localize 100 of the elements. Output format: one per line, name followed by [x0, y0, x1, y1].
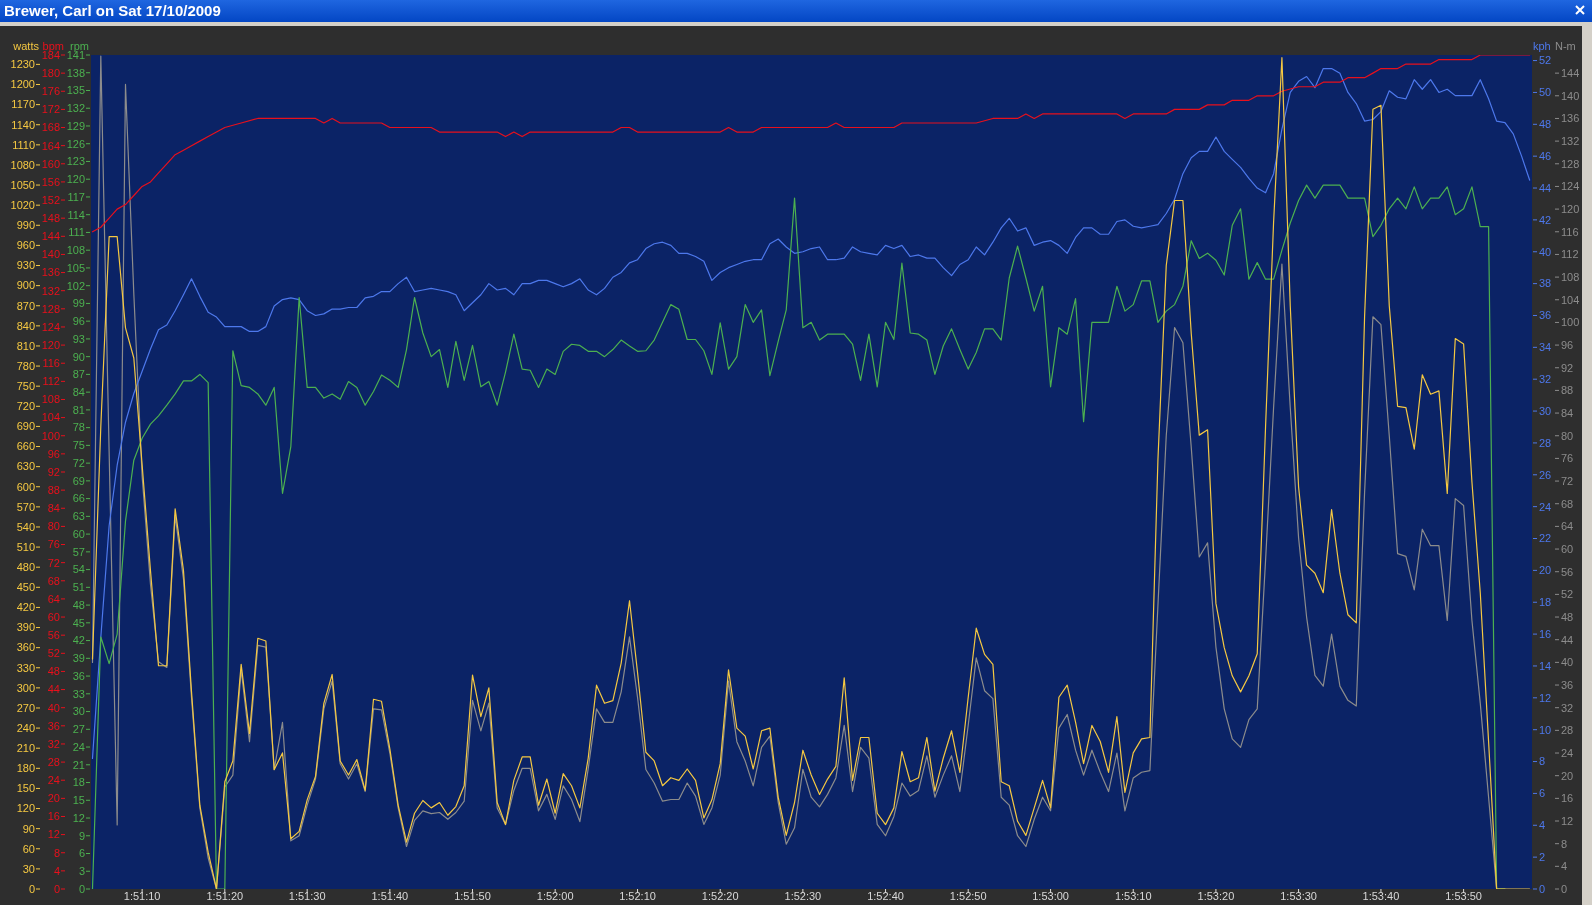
y2-tick-label: 132 — [41, 284, 60, 297]
y-tick-label: 26 — [1539, 468, 1552, 481]
y-tick-label: 150 — [16, 782, 35, 795]
y3-tick-label: 84 — [72, 386, 85, 398]
y-tick-label: 0 — [28, 882, 35, 895]
y2-tick-label: 88 — [1561, 384, 1574, 397]
y-tick-label: 28 — [1539, 436, 1552, 449]
y3-tick-label: 24 — [72, 740, 85, 753]
y-tick-label: 8 — [1539, 755, 1546, 768]
y-tick-label: 34 — [1539, 341, 1552, 354]
x-tick-label: 1:53:50 — [1445, 890, 1482, 902]
y-tick-label: 0 — [1539, 882, 1546, 895]
y3-tick-label: 126 — [66, 137, 85, 150]
y2-tick-label: 68 — [1561, 497, 1574, 510]
y2-tick-label: 16 — [47, 810, 60, 823]
y-tick-label: 30 — [22, 862, 35, 875]
y2-tick-label: 72 — [1561, 474, 1574, 487]
y-tick-label: 1230 — [10, 58, 35, 71]
y2-tick-label: 108 — [41, 393, 60, 406]
y2-tick-label: 12 — [1561, 814, 1574, 827]
y-tick-label: 240 — [16, 721, 35, 734]
x-tick-label: 1:53:30 — [1280, 890, 1317, 902]
y2-tick-label: 136 — [1561, 112, 1580, 125]
y-tick-label: 450 — [16, 581, 35, 594]
y3-tick-label: 54 — [72, 563, 85, 576]
y-tick-label: 16 — [1539, 627, 1552, 640]
y-tick-label: 50 — [1539, 86, 1552, 99]
chart-title: Brewer, Carl on Sat 17/10/2009 — [4, 2, 221, 19]
y2-tick-label: 24 — [1561, 746, 1574, 759]
y2-tick-label: 80 — [1561, 429, 1574, 442]
y2-tick-label: 36 — [1561, 678, 1574, 691]
y-tick-label: 46 — [1539, 150, 1552, 163]
y2-tick-label: 148 — [41, 212, 60, 225]
y3-tick-label: 36 — [72, 669, 85, 682]
y2-tick-label: 12 — [47, 828, 60, 841]
y3-tick-label: 51 — [72, 581, 85, 594]
y2-tick-label: 64 — [47, 592, 60, 605]
y2-tick-label: 112 — [1561, 248, 1579, 261]
y3-tick-label: 69 — [72, 474, 85, 487]
y2-tick-label: 100 — [41, 429, 60, 442]
y-tick-label: 24 — [1539, 500, 1552, 513]
y2-tick-label: 0 — [1561, 882, 1568, 895]
y-tick-label: 120 — [16, 802, 35, 815]
y2-tick-label: 40 — [1561, 656, 1574, 669]
y2-tick-label: 68 — [47, 574, 60, 587]
y3-tick-label: 72 — [72, 456, 85, 469]
y3-tick-label: 108 — [66, 244, 85, 257]
y2-tick-label: 136 — [41, 266, 60, 279]
y2-tick-label: 84 — [47, 502, 60, 515]
y-tick-label: 1140 — [11, 118, 35, 131]
y3-tick-label: 111 — [68, 226, 85, 239]
y2-tick-label: 0 — [53, 882, 60, 895]
y2-tick-label: 108 — [1561, 270, 1580, 283]
y3-tick-label: 99 — [72, 297, 85, 310]
y3-tick-label: 123 — [66, 155, 85, 168]
y-tick-label: 660 — [16, 440, 35, 453]
x-tick-label: 1:51:20 — [206, 890, 244, 902]
y2-tick-label: 112 — [42, 375, 60, 388]
y-tick-label: 720 — [16, 400, 35, 413]
y2-tick-label: 100 — [1561, 316, 1580, 329]
y3-tick-label: 114 — [67, 208, 85, 221]
y2-tick-label: 40 — [47, 701, 60, 714]
y3-tick-label: 57 — [72, 545, 85, 558]
y3-tick-label: 30 — [72, 705, 85, 718]
y-tick-label: 810 — [16, 339, 35, 352]
y2-tick-label: 72 — [47, 556, 60, 569]
y-tick-label: 1080 — [10, 158, 35, 171]
x-tick-label: 1:51:30 — [288, 890, 326, 902]
y-tick-label: 570 — [16, 500, 35, 513]
y3-tick-label: 129 — [66, 119, 85, 132]
y-tick-label: 2 — [1539, 850, 1546, 863]
y2-tick-label: 120 — [41, 338, 60, 351]
y2-tick-label: 128 — [1561, 157, 1580, 170]
y3-tick-label: 48 — [72, 598, 85, 611]
y2-tick-label: 140 — [41, 248, 60, 261]
y-tick-label: 6 — [1539, 787, 1546, 800]
y2-tick-label: 8 — [1561, 837, 1568, 850]
y2-tick-label: 28 — [47, 755, 60, 768]
y3-tick-label: 60 — [72, 527, 85, 540]
y3-tick-label: 120 — [66, 173, 85, 186]
y3-tick-label: 27 — [72, 723, 85, 736]
y-tick-label: 300 — [16, 681, 35, 694]
y-tick-label: 40 — [1539, 245, 1552, 258]
y2-tick-label: 92 — [1561, 361, 1574, 374]
y2-tick-label: 180 — [41, 66, 60, 79]
y3-tick-label: 33 — [72, 687, 85, 700]
y-tick-label: 900 — [16, 279, 35, 292]
y3-tick-label: 81 — [72, 403, 85, 416]
y-tick-label: 44 — [1539, 181, 1552, 194]
y-tick-label: 180 — [16, 762, 35, 775]
y-tick-label: 390 — [16, 621, 35, 634]
y2-tick-label: 144 — [1561, 66, 1580, 79]
x-tick-label: 1:52:30 — [784, 890, 822, 902]
y-tick-label: 12 — [1539, 691, 1552, 704]
y-tick-label: 1020 — [10, 199, 35, 212]
x-tick-label: 1:51:10 — [123, 890, 161, 902]
y-tick-label: 780 — [16, 359, 35, 372]
y-tick-label: 420 — [16, 601, 35, 614]
y3-tick-label: 9 — [78, 829, 85, 842]
y3-tick-label: 21 — [72, 758, 85, 771]
